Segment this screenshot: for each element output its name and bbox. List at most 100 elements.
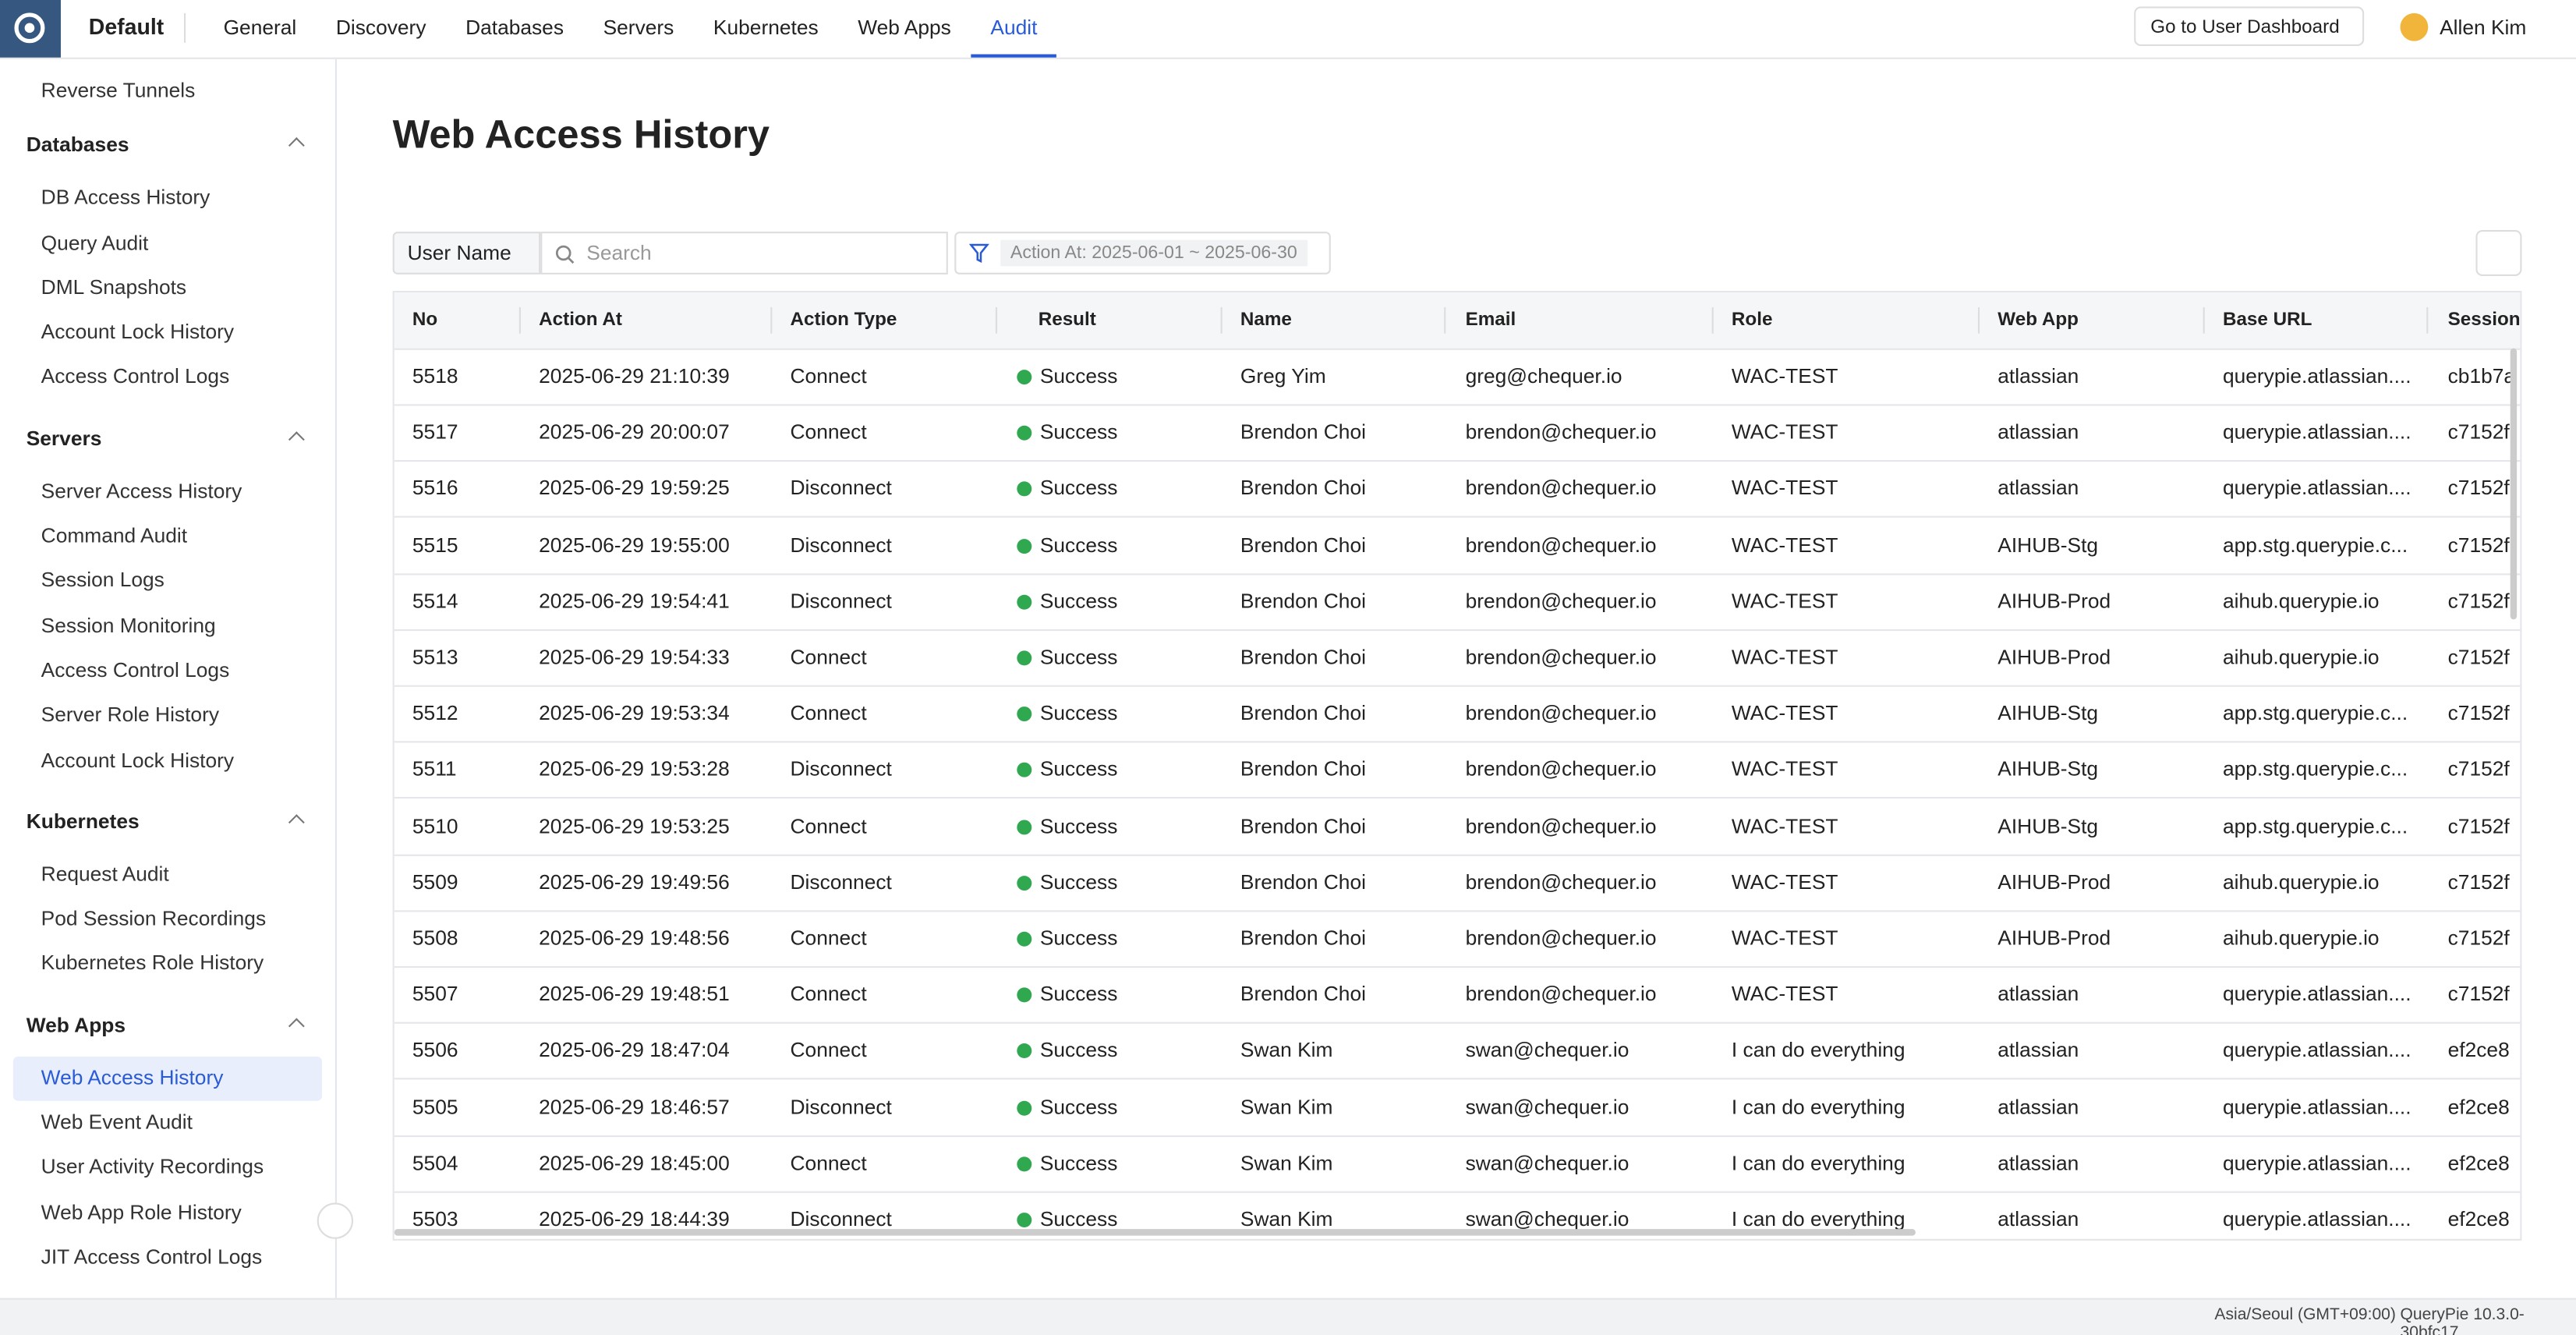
sidebar-item[interactable]: Request Audit bbox=[13, 852, 322, 898]
sidebar-item[interactable]: DB Access History bbox=[13, 176, 322, 221]
sidebar-item[interactable]: DML Snapshots bbox=[13, 266, 322, 311]
column-header[interactable]: Role bbox=[1732, 292, 1773, 349]
sidebar-group[interactable]: Servers bbox=[0, 407, 335, 469]
table-cell: Success bbox=[1040, 349, 1118, 405]
table-cell: ef2ce8 bbox=[2448, 1079, 2510, 1135]
table-cell: Brendon Choi bbox=[1240, 517, 1366, 573]
column-header[interactable]: Action Type bbox=[791, 292, 897, 349]
table-row[interactable]: 55102025-06-29 19:53:25ConnectSuccessBre… bbox=[395, 798, 2522, 855]
sidebar-group[interactable]: Kubernetes bbox=[0, 790, 335, 852]
column-header[interactable]: Email bbox=[1466, 292, 1516, 349]
column-header[interactable]: Base URL bbox=[2223, 292, 2312, 349]
table-cell: 2025-06-29 19:48:51 bbox=[539, 966, 730, 1022]
table-cell: c7152f bbox=[2448, 573, 2510, 629]
table-cell: I can do everything bbox=[1732, 1079, 1905, 1135]
table-cell: querypie.atlassian.... bbox=[2223, 1022, 2411, 1078]
nav-item[interactable]: Web Apps bbox=[838, 0, 971, 58]
sidebar-item[interactable]: Server Role History bbox=[13, 694, 322, 739]
column-header[interactable]: Name bbox=[1240, 292, 1292, 349]
nav-item[interactable]: Discovery bbox=[317, 0, 446, 58]
sidebar-item[interactable]: Pod Session Recordings bbox=[13, 898, 322, 943]
table-row[interactable]: 55072025-06-29 19:48:51ConnectSuccessBre… bbox=[395, 966, 2522, 1024]
table-cell: c7152f bbox=[2448, 685, 2510, 742]
sidebar-item[interactable]: Account Lock History bbox=[13, 738, 322, 784]
table-row[interactable]: 55062025-06-29 18:47:04ConnectSuccessSwa… bbox=[395, 1022, 2522, 1080]
scrollbar[interactable] bbox=[395, 1229, 1916, 1235]
logo[interactable] bbox=[0, 0, 61, 58]
table-row[interactable]: 55042025-06-29 18:45:00ConnectSuccessSwa… bbox=[395, 1135, 2522, 1193]
date-filter[interactable]: Action At: 2025-06-01 ~ 2025-06-30 bbox=[954, 232, 1331, 274]
table-cell: querypie.atlassian.... bbox=[2223, 349, 2411, 405]
table-cell: Connect bbox=[791, 629, 867, 685]
table-cell: AIHUB-Prod bbox=[1997, 629, 2111, 685]
table-row[interactable]: 55182025-06-29 21:10:39ConnectSuccessGre… bbox=[395, 349, 2522, 406]
table-row[interactable]: 55162025-06-29 19:59:25DisconnectSuccess… bbox=[395, 461, 2522, 519]
sidebar-item[interactable]: Web Event Audit bbox=[13, 1101, 322, 1146]
table-cell: WAC-TEST bbox=[1732, 349, 1838, 405]
table-row[interactable]: 55122025-06-29 19:53:34ConnectSuccessBre… bbox=[395, 685, 2522, 743]
search-input[interactable]: Search bbox=[540, 232, 948, 274]
table-row[interactable]: 55112025-06-29 19:53:28DisconnectSuccess… bbox=[395, 742, 2522, 799]
table-cell: 5506 bbox=[412, 1022, 458, 1078]
nav-item[interactable]: General bbox=[203, 0, 316, 58]
user-name[interactable]: Allen Kim bbox=[2440, 16, 2526, 39]
button-label: Go to User Dashboard bbox=[2150, 18, 2339, 37]
table-row[interactable]: 55052025-06-29 18:46:57DisconnectSuccess… bbox=[395, 1079, 2522, 1137]
table: No Action At Action Type Result Name Email Rol… bbox=[393, 291, 2522, 1241]
timezone: Asia/Seoul (GMT+09:00) bbox=[2214, 1306, 2395, 1324]
collapse-button[interactable] bbox=[317, 1202, 353, 1238]
nav-item[interactable]: Databases bbox=[446, 0, 584, 58]
status-dot bbox=[1017, 820, 1031, 834]
avatar[interactable] bbox=[2401, 13, 2429, 41]
sidebar-item[interactable]: Session Logs bbox=[13, 559, 322, 604]
sidebar-item[interactable]: Web Access History bbox=[13, 1056, 322, 1101]
filter-select[interactable]: User Name bbox=[393, 232, 541, 274]
sidebar-item[interactable]: JIT Access Control Logs bbox=[13, 1235, 322, 1280]
nav-item[interactable]: Servers bbox=[583, 0, 693, 58]
date-chip: Action At: 2025-06-01 ~ 2025-06-30 bbox=[1000, 240, 1307, 267]
refresh-button[interactable] bbox=[2475, 230, 2521, 276]
table-row[interactable]: 55132025-06-29 19:54:33ConnectSuccessBre… bbox=[395, 629, 2522, 687]
sidebar-item[interactable]: Kubernetes Role History bbox=[13, 942, 322, 987]
status-dot bbox=[1017, 1100, 1031, 1115]
table-cell: Connect bbox=[791, 798, 867, 854]
sidebar-item[interactable]: Session Monitoring bbox=[13, 604, 322, 650]
nav-item[interactable]: Kubernetes bbox=[694, 0, 838, 58]
sidebar-group[interactable]: Web Apps bbox=[0, 993, 335, 1056]
sidebar-item[interactable]: Account Lock History bbox=[13, 311, 322, 356]
scrollbar[interactable] bbox=[2511, 349, 2517, 620]
table-cell: Success bbox=[1040, 573, 1118, 629]
column-header[interactable]: Web App bbox=[1997, 292, 2079, 349]
table-row[interactable]: 55152025-06-29 19:55:00DisconnectSuccess… bbox=[395, 517, 2522, 575]
table-row[interactable]: 55092025-06-29 19:49:56DisconnectSuccess… bbox=[395, 854, 2522, 912]
column-header[interactable]: Result bbox=[1039, 292, 1096, 349]
sidebar-item[interactable]: Web App Role History bbox=[13, 1191, 322, 1236]
table-cell: atlassian bbox=[1997, 966, 2079, 1022]
sidebar-item[interactable]: Server Access History bbox=[13, 469, 322, 515]
sidebar-item[interactable]: Query Audit bbox=[13, 221, 322, 267]
sidebar-item[interactable]: Reverse Tunnels bbox=[13, 69, 322, 114]
table-cell: 5509 bbox=[412, 854, 458, 910]
table-row[interactable]: 55172025-06-29 20:00:07ConnectSuccessBre… bbox=[395, 405, 2522, 462]
column-header[interactable]: No bbox=[412, 292, 437, 349]
table-cell: app.stg.querypie.c... bbox=[2223, 742, 2408, 798]
sidebar-item[interactable]: Access Control Logs bbox=[13, 649, 322, 694]
table-row[interactable]: 55082025-06-29 19:48:56ConnectSuccessBre… bbox=[395, 910, 2522, 968]
table-cell: swan@chequer.io bbox=[1466, 1079, 1629, 1135]
table-cell: Connect bbox=[791, 910, 867, 966]
table-cell: WAC-TEST bbox=[1732, 910, 1838, 966]
nav-item[interactable]: Audit bbox=[971, 0, 1057, 58]
sidebar-group[interactable]: Databases bbox=[0, 114, 335, 176]
table-cell: 2025-06-29 19:53:34 bbox=[539, 685, 730, 742]
table-cell: 2025-06-29 18:46:57 bbox=[539, 1079, 730, 1135]
dashboard-button[interactable]: Go to User Dashboard bbox=[2134, 6, 2364, 46]
sidebar-item[interactable]: Access Control Logs bbox=[13, 356, 322, 401]
column-header[interactable]: Session ID bbox=[2448, 292, 2522, 349]
sidebar-item[interactable]: User Activity Recordings bbox=[13, 1146, 322, 1191]
column-header[interactable]: Action At bbox=[539, 292, 622, 349]
table-cell: 5517 bbox=[412, 405, 458, 461]
workspace[interactable]: Default bbox=[89, 15, 164, 40]
table-cell: Success bbox=[1040, 1079, 1118, 1135]
table-row[interactable]: 55142025-06-29 19:54:41DisconnectSuccess… bbox=[395, 573, 2522, 631]
sidebar-item[interactable]: Command Audit bbox=[13, 515, 322, 560]
